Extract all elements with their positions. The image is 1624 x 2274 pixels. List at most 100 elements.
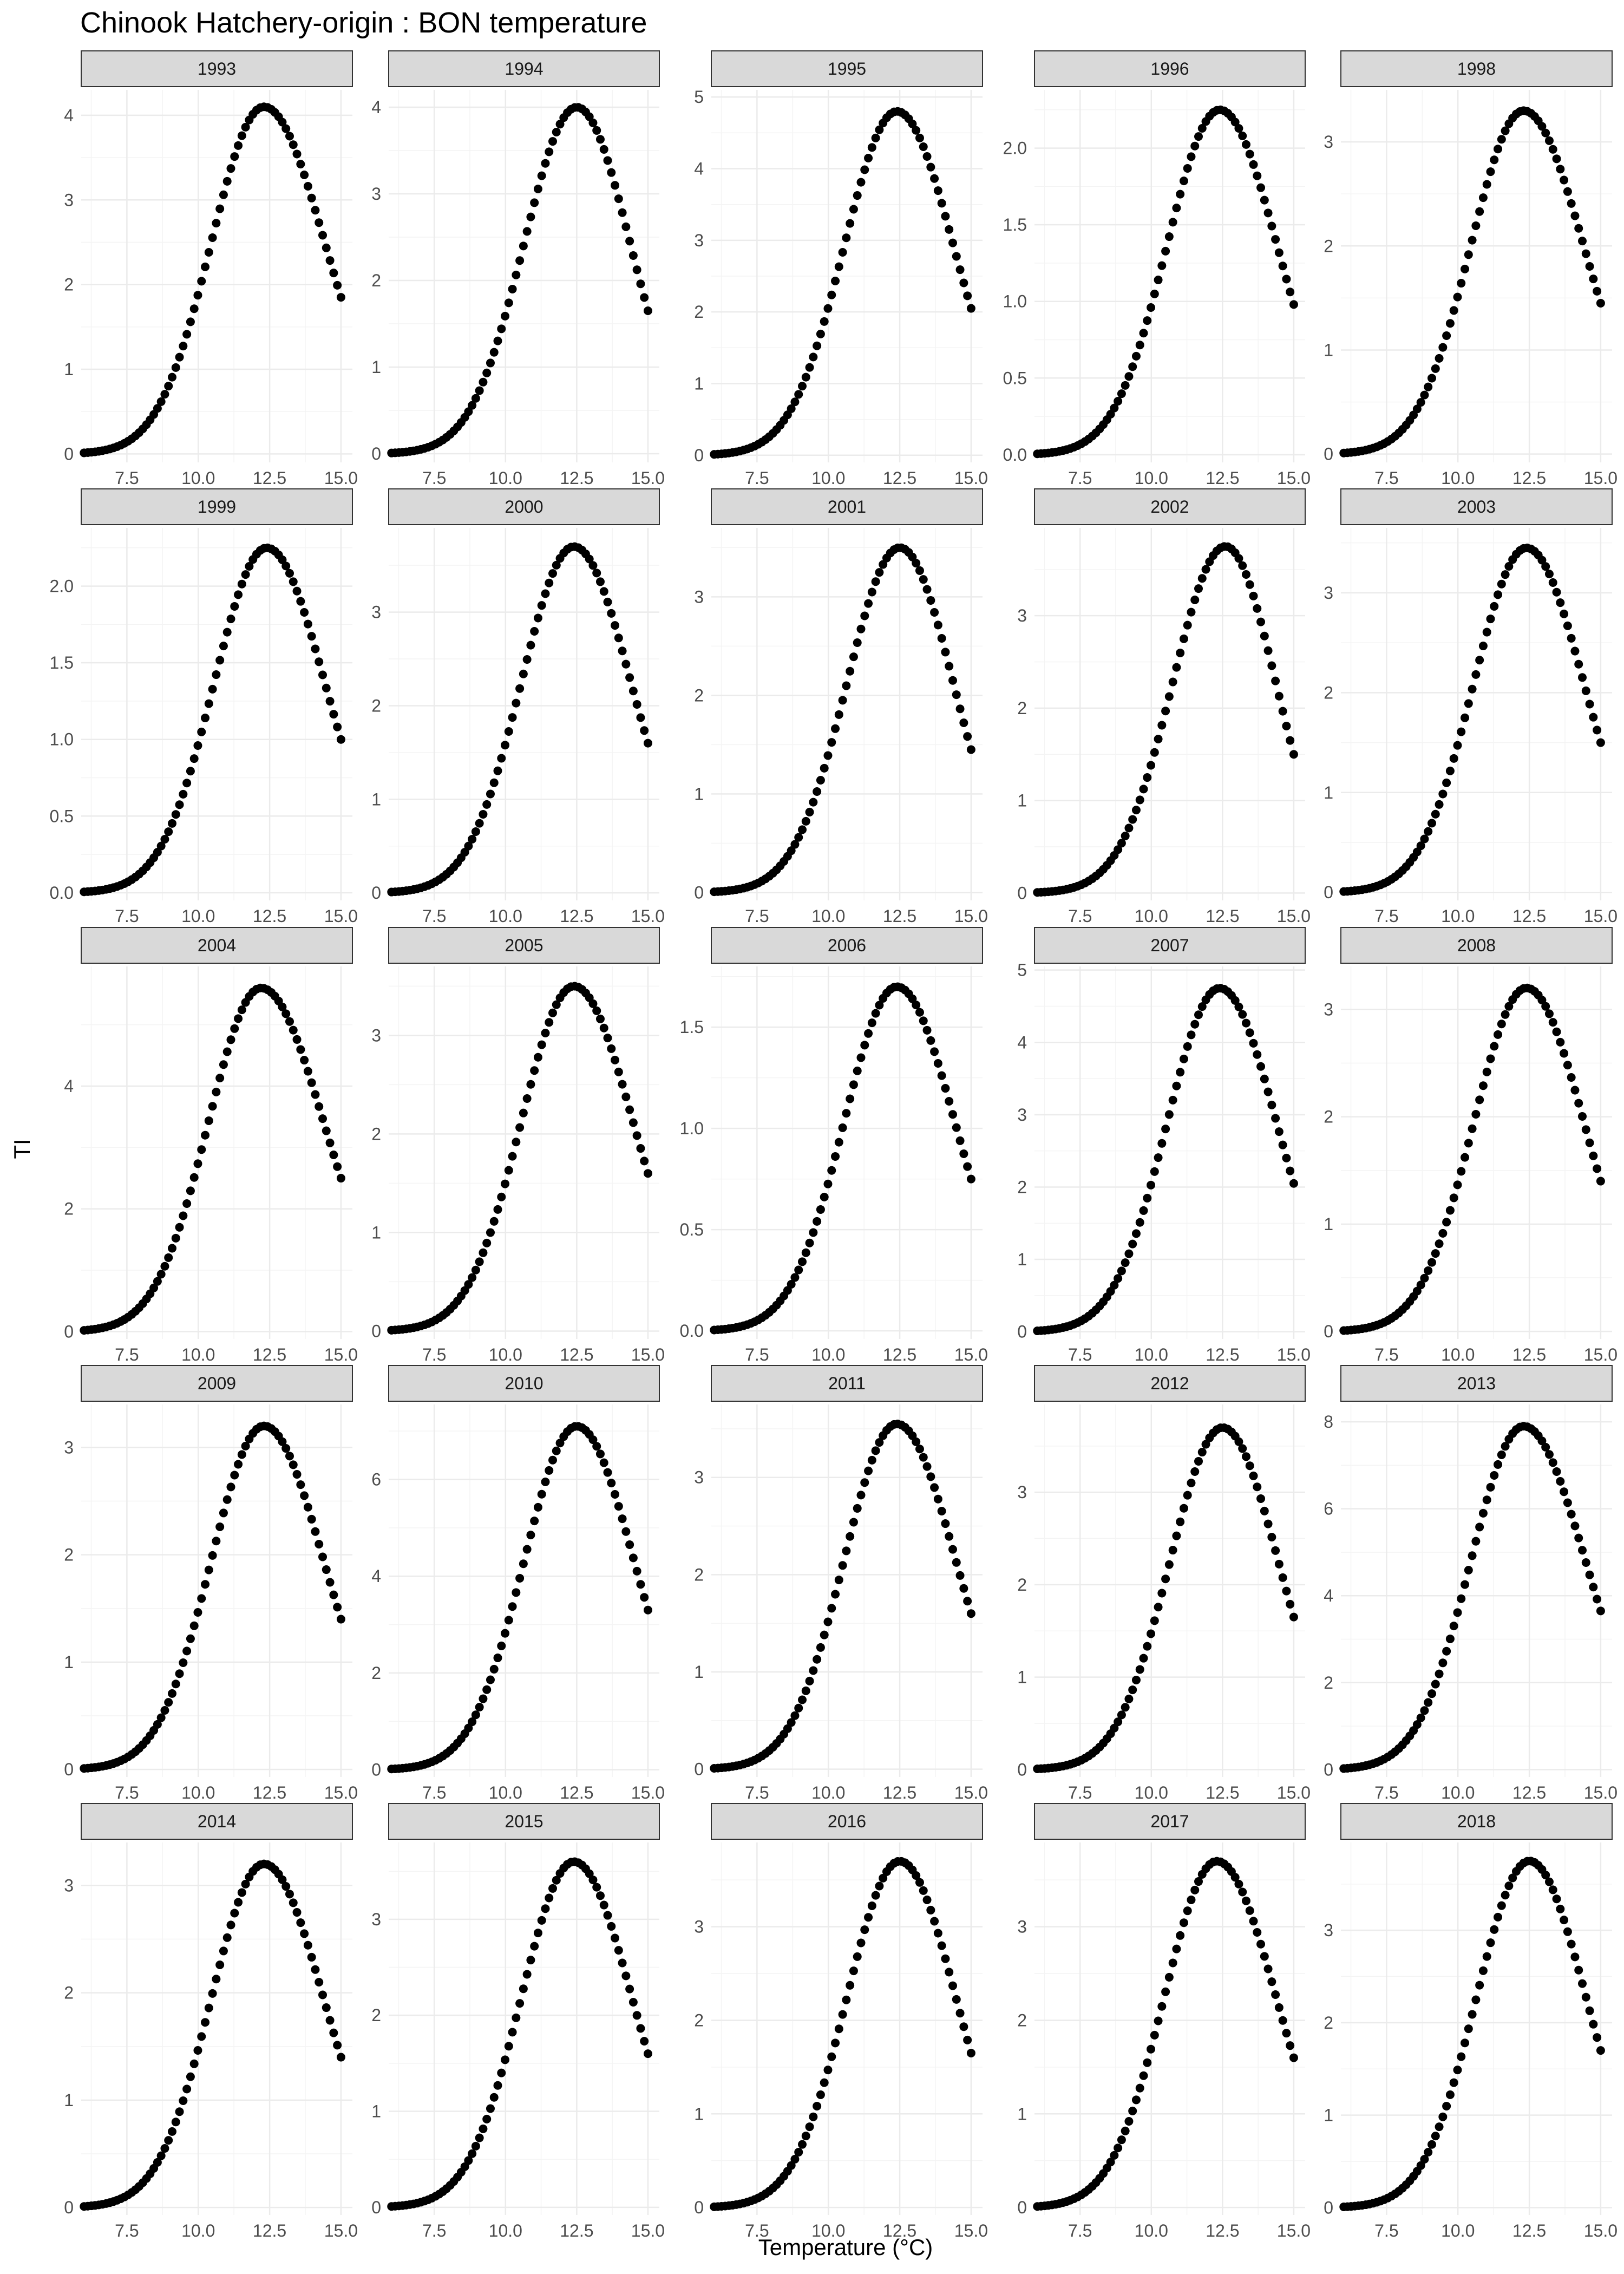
x-tick-label: 12.5: [1206, 2221, 1239, 2240]
data-point: [1241, 1452, 1250, 1461]
data-point: [864, 1029, 873, 1038]
x-tick-label: 7.5: [115, 1345, 139, 1364]
data-point: [1190, 595, 1200, 604]
data-point: [1168, 1546, 1177, 1555]
data-point: [1121, 831, 1130, 840]
data-point: [1494, 1460, 1503, 1469]
data-point: [471, 394, 480, 403]
data-point: [497, 2068, 506, 2077]
data-point: [912, 1437, 921, 1446]
data-point: [307, 632, 316, 641]
y-tick-label: 0: [64, 1760, 74, 1779]
data-point: [1238, 1010, 1247, 1019]
data-point: [912, 1001, 921, 1010]
data-point: [1585, 1570, 1594, 1579]
y-tick-label: 5: [1017, 960, 1027, 980]
data-point: [952, 690, 961, 700]
data-point: [1468, 2010, 1477, 2019]
data-point: [1471, 1109, 1481, 1119]
facet-panel-2010: 7.5 10.0 12.5 15.0 0 2 4 6 2010: [371, 1365, 665, 1802]
data-point: [853, 1952, 862, 1961]
data-point: [922, 1895, 932, 1904]
data-point: [1271, 235, 1280, 244]
data-point: [643, 2049, 652, 2059]
data-point: [963, 291, 972, 300]
data-point: [1544, 570, 1554, 579]
data-point: [1147, 761, 1156, 770]
data-point: [1468, 684, 1477, 694]
data-point: [226, 615, 235, 624]
data-point: [805, 363, 814, 372]
data-point: [215, 1522, 225, 1532]
data-point: [322, 2003, 331, 2012]
data-point: [1416, 841, 1425, 851]
y-tick-label: 3: [1324, 132, 1333, 152]
data-point: [1449, 1193, 1458, 1203]
data-point: [595, 135, 605, 144]
facet-strip-label: 2009: [198, 1374, 236, 1393]
data-point: [1249, 1917, 1258, 1926]
data-point: [168, 373, 177, 382]
data-point: [1194, 1010, 1203, 1020]
data-point: [285, 1890, 294, 1899]
x-tick-label: 10.0: [489, 1783, 522, 1802]
data-point: [860, 611, 869, 620]
y-tick-label: 0: [371, 1760, 381, 1780]
data-point: [1249, 1038, 1258, 1048]
x-tick-label: 7.5: [422, 906, 446, 926]
data-point: [1541, 1442, 1550, 1452]
facet-strip: [1340, 50, 1613, 87]
data-point: [1581, 1558, 1590, 1567]
facet-panel-2017: 7.5 10.0 12.5 15.0 0 1 2 3 2017: [1017, 1803, 1311, 2240]
data-point: [834, 1576, 843, 1585]
data-point: [1453, 292, 1462, 302]
data-point: [1168, 218, 1177, 227]
data-point: [1256, 617, 1266, 626]
data-point: [1570, 1521, 1580, 1531]
data-point: [329, 269, 338, 278]
data-point: [1416, 1280, 1425, 1290]
facet-strip-label: 1999: [198, 497, 236, 517]
data-point: [1482, 1495, 1491, 1505]
data-point: [212, 1537, 221, 1546]
data-point: [912, 559, 921, 568]
data-point: [959, 1584, 968, 1593]
data-point: [1420, 2154, 1429, 2164]
data-point: [849, 652, 858, 662]
data-point: [966, 1609, 975, 1618]
y-tick-label: 1.5: [50, 653, 74, 672]
data-point: [497, 754, 506, 763]
data-point: [1289, 750, 1298, 759]
data-point: [1490, 1042, 1499, 1051]
data-point: [1548, 1018, 1557, 1027]
data-point: [526, 1531, 535, 1540]
data-point: [156, 841, 166, 851]
data-point: [1135, 2083, 1144, 2093]
y-tick-label: 1: [694, 784, 704, 803]
data-point: [864, 154, 873, 163]
data-point: [482, 800, 492, 809]
data-point: [1289, 2053, 1298, 2062]
data-point: [241, 122, 250, 132]
y-tick-label: 1.5: [1003, 215, 1027, 234]
y-tick-label: 2: [1324, 683, 1333, 702]
x-tick-label: 7.5: [422, 468, 446, 488]
data-point: [640, 2037, 649, 2046]
data-point: [1131, 2095, 1141, 2105]
data-point: [497, 324, 506, 334]
data-point: [1475, 207, 1484, 216]
data-point: [1501, 1891, 1510, 1900]
data-point: [1563, 1061, 1572, 1070]
chart-title: Chinook Hatchery-origin : BON temperatur…: [80, 6, 647, 39]
data-point: [1194, 132, 1203, 141]
data-point: [526, 212, 535, 221]
data-point: [1427, 374, 1437, 383]
data-point: [1260, 1506, 1269, 1515]
data-point: [296, 1045, 305, 1054]
data-point: [926, 162, 935, 172]
data-point: [842, 233, 851, 243]
data-point: [1245, 580, 1254, 589]
data-point: [618, 208, 627, 217]
data-point: [318, 1114, 328, 1123]
data-point: [537, 601, 546, 610]
